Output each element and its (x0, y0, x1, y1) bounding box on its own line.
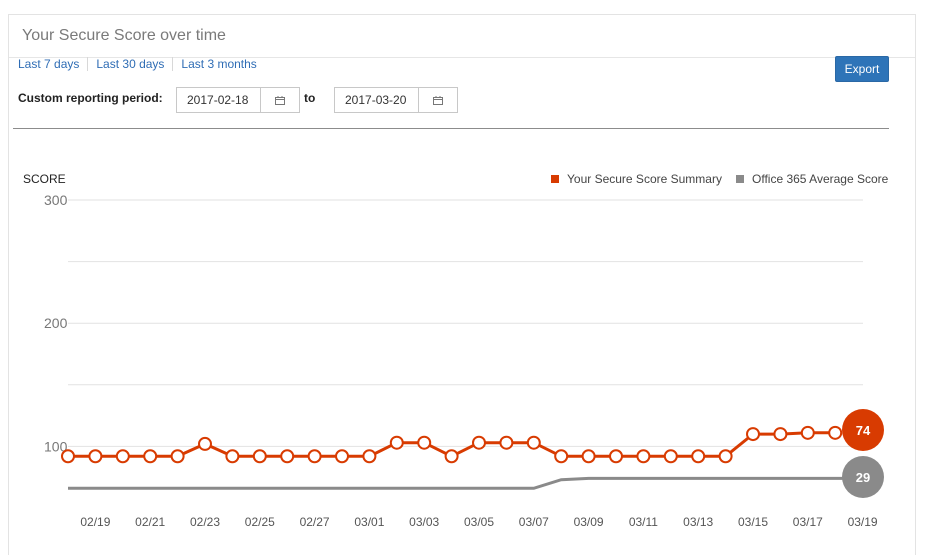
panel-header: Your Secure Score over time (9, 15, 915, 58)
data-point (800, 425, 815, 440)
x-tick-label: 03/13 (683, 515, 713, 529)
data-point (581, 449, 596, 464)
data-point (143, 449, 158, 464)
start-date-field[interactable]: 2017-02-18 (176, 87, 300, 113)
data-point (362, 449, 377, 464)
data-point (499, 435, 514, 450)
x-tick-label: 02/21 (135, 515, 165, 529)
legend-swatch (736, 175, 744, 183)
data-point (61, 449, 75, 464)
x-tick-label: 02/27 (300, 515, 330, 529)
data-point (472, 435, 486, 450)
data-point (280, 449, 295, 464)
calendar-icon[interactable] (260, 88, 299, 112)
data-point (170, 449, 185, 464)
average-score-line (68, 476, 863, 490)
data-point (252, 449, 267, 464)
data-point (307, 449, 322, 464)
data-point (554, 449, 569, 464)
x-tick-label: 03/07 (519, 515, 549, 529)
y-tick-label: 100 (44, 438, 68, 454)
panel-title: Your Secure Score over time (22, 27, 226, 44)
data-point (828, 425, 843, 440)
range-link-last-30-days[interactable]: Last 30 days (87, 57, 172, 71)
data-point (691, 449, 706, 464)
data-point (335, 449, 349, 464)
range-link-last-3-months[interactable]: Last 3 months (172, 57, 264, 71)
legend-label: Your Secure Score Summary (567, 172, 722, 186)
data-point (225, 449, 240, 464)
x-tick-label: 03/15 (738, 515, 768, 529)
x-tick-label: 03/01 (354, 515, 384, 529)
x-tick-label: 02/23 (190, 515, 220, 529)
data-point (198, 436, 212, 451)
y-tick-label: 200 (44, 315, 68, 331)
x-tick-label: 02/25 (245, 515, 275, 529)
legend-label: Office 365 Average Score (752, 172, 889, 186)
x-tick-label: 03/11 (629, 515, 658, 529)
data-point (609, 449, 623, 464)
export-button[interactable]: Export (835, 56, 889, 82)
data-point (526, 435, 541, 450)
x-tick-label: 03/05 (464, 515, 494, 529)
data-point (773, 427, 788, 442)
to-label: to (304, 91, 316, 105)
y-tick-label: 300 (44, 192, 68, 208)
data-point (389, 435, 404, 450)
range-links: Last 7 days Last 30 days Last 3 months (18, 57, 265, 71)
divider (13, 128, 889, 129)
data-point (663, 449, 678, 464)
legend-swatch (551, 175, 559, 183)
end-date-field[interactable]: 2017-03-20 (334, 87, 458, 113)
data-point (417, 435, 432, 450)
data-point (88, 449, 103, 464)
start-date-input[interactable]: 2017-02-18 (187, 93, 249, 107)
secure-score-badge (842, 409, 884, 451)
data-point (718, 449, 733, 464)
data-point (444, 449, 459, 464)
calendar-icon[interactable] (418, 88, 457, 112)
x-tick-label: 02/19 (80, 515, 110, 529)
x-tick-label: 03/19 (848, 515, 878, 529)
secure-score-panel: Your Secure Score over time (8, 14, 916, 555)
custom-period-label: Custom reporting period: (18, 91, 163, 105)
average-score-badge (842, 456, 884, 498)
data-point (636, 449, 651, 464)
average-score-badge-value: 29 (856, 470, 870, 485)
data-point (746, 427, 760, 442)
end-date-input[interactable]: 2017-03-20 (345, 93, 407, 107)
x-tick-label: 03/17 (793, 515, 823, 529)
range-link-last-7-days[interactable]: Last 7 days (18, 57, 80, 71)
secure-score-badge-value: 74 (856, 423, 871, 438)
y-axis-label: SCORE (23, 172, 66, 186)
x-tick-label: 03/03 (409, 515, 439, 529)
data-point (115, 449, 130, 464)
x-tick-label: 03/09 (574, 515, 604, 529)
